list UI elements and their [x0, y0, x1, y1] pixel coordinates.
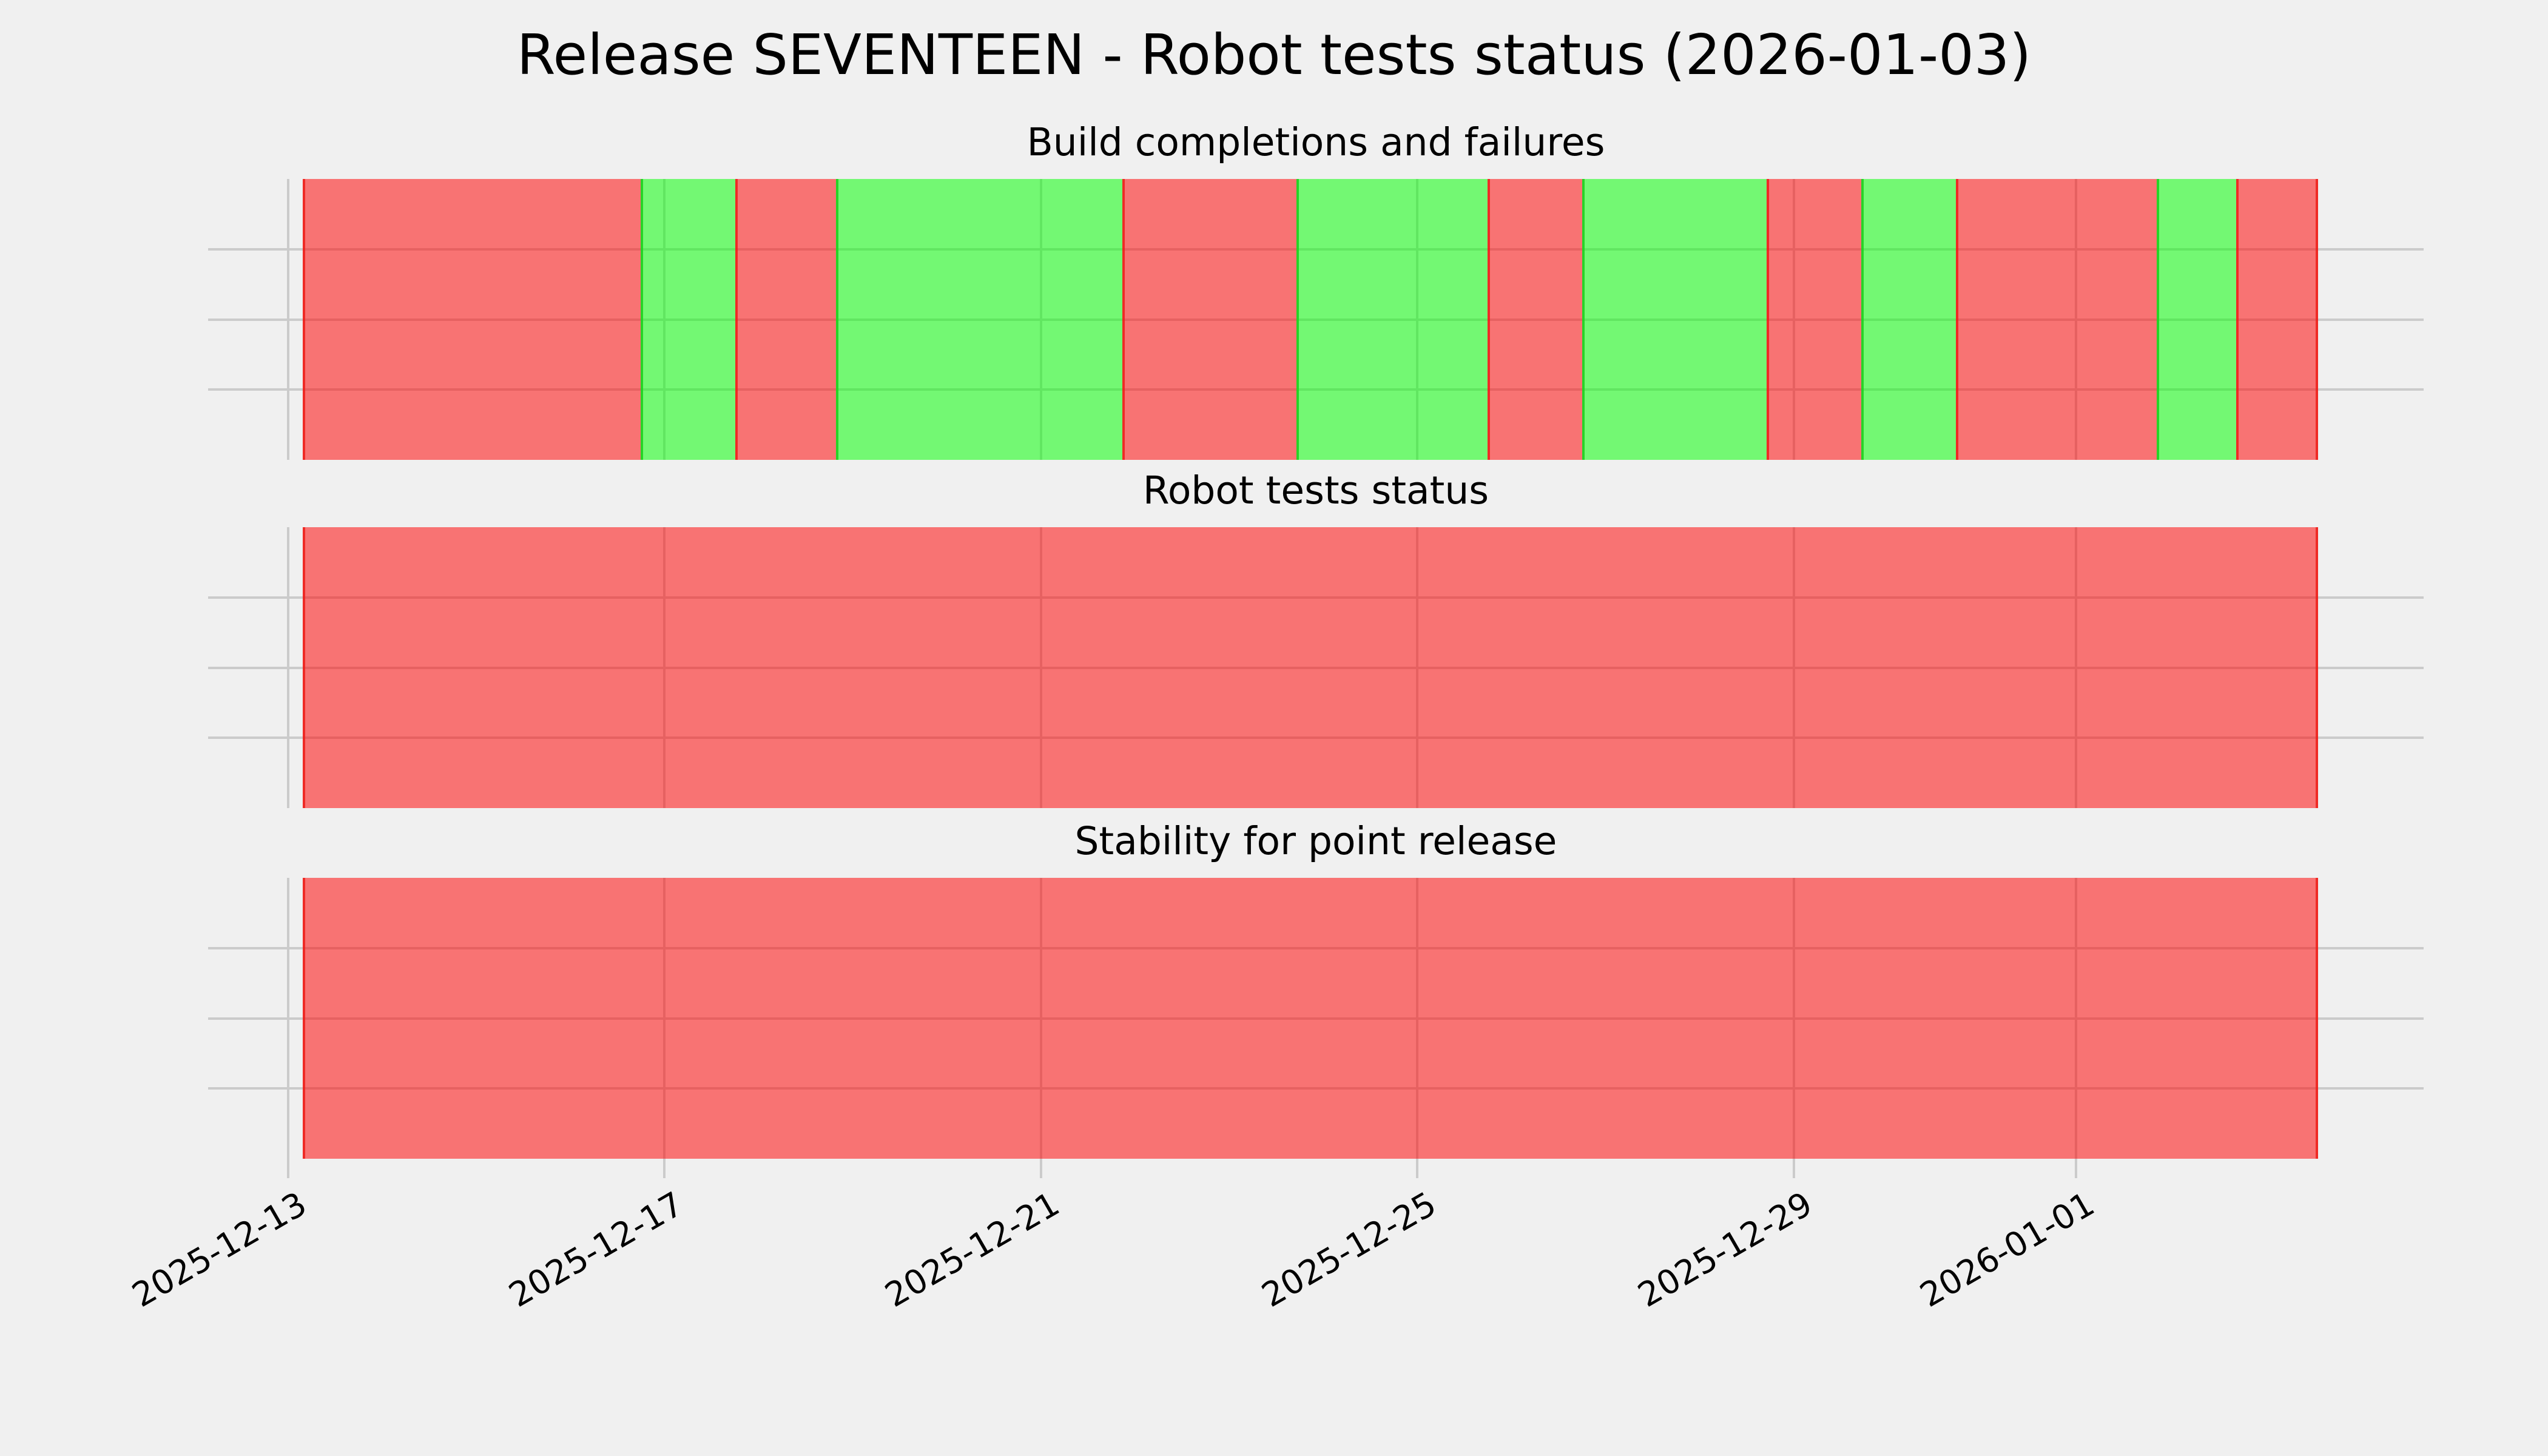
- x-tick-label: 2025-12-17: [502, 1184, 690, 1315]
- status-span-fail: [1767, 179, 1862, 460]
- x-tick-label: 2025-12-21: [878, 1184, 1066, 1315]
- status-span-pass: [1861, 179, 1956, 460]
- x-tick-mark: [1040, 1159, 1042, 1178]
- x-tick-label: 2025-12-29: [1631, 1184, 1819, 1315]
- x-tick-mark: [1416, 1159, 1418, 1178]
- x-tick-mark: [1793, 1159, 1795, 1178]
- status-span-fail: [303, 878, 2318, 1159]
- status-span-pass: [640, 179, 735, 460]
- status-span-pass: [1582, 179, 1767, 460]
- x-tick-mark: [287, 1159, 289, 1178]
- subplot-title: Stability for point release: [1074, 819, 1557, 864]
- subplot-axes: [208, 179, 2424, 460]
- status-span-fail: [1487, 179, 1582, 460]
- status-span-fail: [1122, 179, 1296, 460]
- status-span-fail: [303, 527, 2318, 808]
- status-span-fail: [1956, 179, 2157, 460]
- subplot-panel: Stability for point release: [208, 817, 2424, 1159]
- status-span-pass: [1296, 179, 1488, 460]
- subplot-title: Build completions and failures: [1026, 120, 1605, 165]
- status-span-fail: [303, 179, 641, 460]
- x-tick-mark: [2075, 1159, 2077, 1178]
- gridline-x: [286, 527, 289, 808]
- x-tick-label: 2025-12-13: [126, 1184, 314, 1315]
- subplot-title: Robot tests status: [1142, 468, 1489, 513]
- subplot-axes: [208, 527, 2424, 808]
- status-span-fail: [735, 179, 837, 460]
- status-span-fail: [2236, 179, 2318, 460]
- gridline-x: [286, 878, 289, 1159]
- subplot-panel: Build completions and failures: [208, 118, 2424, 460]
- gridline-x: [286, 179, 289, 460]
- status-span-pass: [2156, 179, 2236, 460]
- x-tick-mark: [663, 1159, 666, 1178]
- figure-title: Release SEVENTEEN - Robot tests status (…: [516, 22, 2032, 87]
- subplot-axes: [208, 878, 2424, 1159]
- subplot-panel: Robot tests status: [208, 467, 2424, 808]
- x-tick-label: 2026-01-01: [1913, 1184, 2101, 1315]
- x-tick-label: 2025-12-25: [1255, 1184, 1443, 1315]
- status-span-pass: [836, 179, 1123, 460]
